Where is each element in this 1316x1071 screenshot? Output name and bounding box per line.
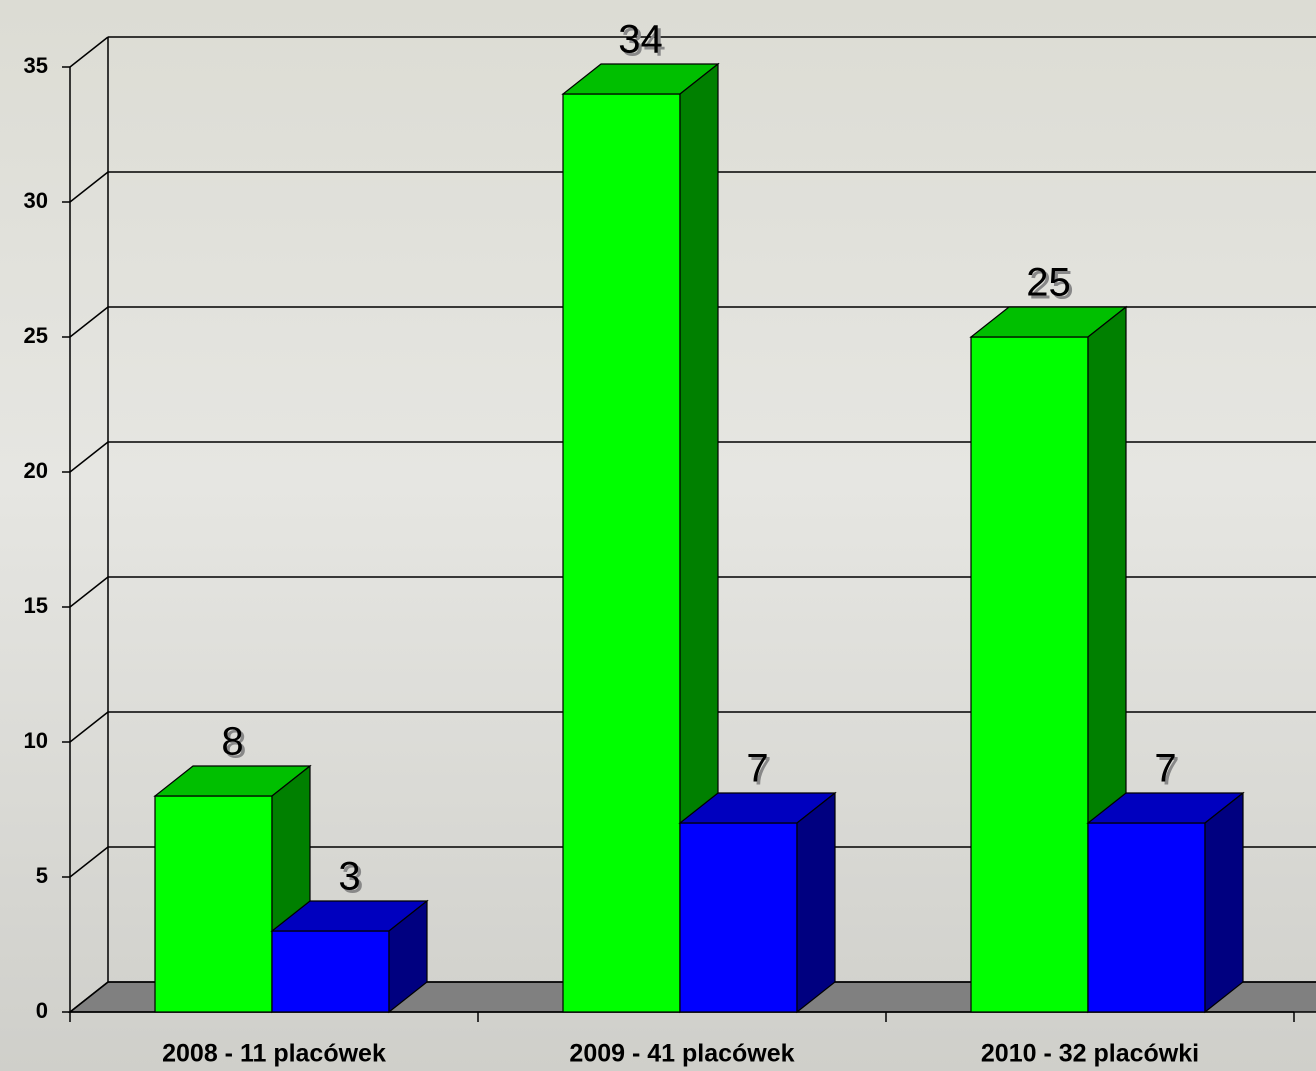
bar-front (971, 337, 1088, 1012)
value-label: 7 (1154, 747, 1176, 791)
bar-side (797, 793, 835, 1012)
x-tick-label: 2010 - 32 placówki (981, 1040, 1199, 1068)
value-label: 8 (221, 720, 243, 764)
y-tick-label: 30 (24, 188, 48, 213)
bar (272, 901, 427, 1012)
y-tick-label: 10 (24, 728, 48, 753)
bar-front (155, 796, 272, 1012)
y-tick-label: 5 (36, 863, 48, 888)
chart: 0 5 10 15 20 25 30 35 2008 - 11 placówek 8 3 2009 -… (0, 0, 1316, 1071)
value-label: 3 (338, 855, 360, 899)
x-tick-label: 2008 - 11 placówek (162, 1040, 386, 1068)
value-label: 7 (746, 747, 768, 791)
bar-front (272, 931, 389, 1012)
y-tick-label: 25 (24, 323, 48, 348)
bar-front (1088, 823, 1205, 1012)
value-label: 34 (618, 18, 663, 62)
value-label: 25 (1026, 261, 1071, 305)
y-tick-label: 0 (36, 998, 48, 1023)
y-tick-label: 20 (24, 458, 48, 483)
y-tick-label: 15 (24, 593, 48, 618)
y-tick-label: 35 (24, 53, 48, 78)
bar (1088, 793, 1243, 1012)
x-tick-label: 2009 - 41 placówek (569, 1040, 794, 1068)
bar-front (563, 94, 680, 1012)
bar-front (680, 823, 797, 1012)
bar (680, 793, 835, 1012)
bar-side (1205, 793, 1243, 1012)
